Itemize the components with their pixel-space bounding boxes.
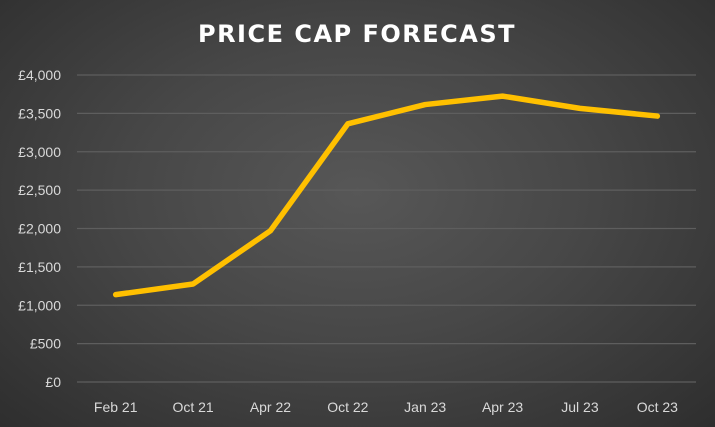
series-line [112,93,661,298]
x-tick-label: Oct 21 [172,399,213,415]
x-tick-label: Apr 23 [482,399,523,415]
x-tick-label: Feb 21 [94,399,138,415]
y-tick-label: £500 [30,336,61,352]
x-tick-label: Jul 23 [561,399,599,415]
y-tick-label: £3,500 [18,105,61,121]
y-tick-label: £3,000 [18,144,61,160]
y-tick-label: £2,000 [18,221,61,237]
chart-title: PRICE CAP FORECAST [198,20,516,48]
x-tick-label: Oct 23 [637,399,678,415]
y-tick-label: £0 [45,374,61,390]
y-tick-label: £2,500 [18,182,61,198]
x-tick-label: Oct 22 [327,399,368,415]
x-tick-label: Apr 22 [250,399,291,415]
y-tick-label: £1,000 [18,297,61,313]
x-tick-label: Jan 23 [404,399,446,415]
y-tick-label: £1,500 [18,259,61,275]
y-tick-label: £4,000 [18,67,61,83]
